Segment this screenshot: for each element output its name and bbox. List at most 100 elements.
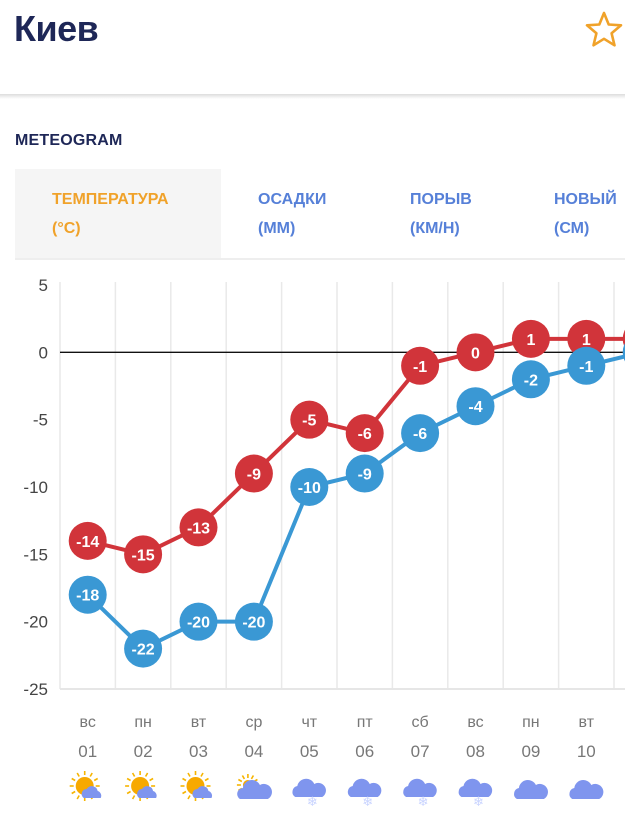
x-date-label: 02: [134, 742, 153, 761]
data-marker: [290, 400, 329, 439]
data-point-max: 1: [511, 319, 550, 358]
sun-ray: [237, 778, 243, 783]
data-point-max: -5: [290, 400, 329, 439]
tab-label: ТЕМПЕРАТУРА: [52, 191, 169, 208]
data-label: -9: [247, 467, 261, 484]
data-marker: [290, 468, 329, 506]
data-marker: [179, 508, 218, 547]
data-marker: [124, 535, 163, 574]
snowflake-glyph: ❄: [418, 794, 429, 809]
cloud-icon: [514, 780, 548, 799]
tab-label: ОСАДКИ: [258, 191, 327, 208]
data-point-min: -2: [511, 360, 550, 399]
tab-unit: (°C): [52, 220, 81, 237]
cloud-shape: [403, 778, 437, 797]
data-label: 1: [526, 332, 535, 349]
data-marker: [622, 343, 625, 362]
data-marker: [68, 575, 107, 614]
sun-ray: [71, 790, 76, 795]
tab-unit: (СМ): [554, 220, 590, 237]
sun-ray: [204, 777, 209, 782]
header-divider: [0, 94, 625, 99]
data-label: -20: [187, 615, 210, 632]
tab-new-snow[interactable]: НОВЫЙ (СМ): [517, 169, 625, 258]
x-weekday-label: вт: [579, 714, 595, 731]
data-point-min: -20: [179, 602, 218, 641]
data-marker: [345, 454, 384, 493]
sun-ray: [182, 777, 187, 782]
x-date-label: 04: [244, 742, 263, 761]
data-label: -10: [298, 480, 321, 497]
x-weekday-label: пн: [134, 714, 152, 731]
data-label: -2: [524, 372, 538, 389]
sun-ray: [71, 777, 76, 782]
data-marker: [511, 319, 550, 358]
data-marker: [401, 346, 440, 385]
sun-ray: [149, 777, 154, 782]
header: Киев: [0, 0, 625, 95]
sun-cloud-icon: [69, 771, 102, 801]
data-marker: [234, 454, 273, 493]
cloud-shape: [292, 778, 326, 797]
cloud-icon: [569, 780, 604, 799]
y-tick-label: -15: [23, 545, 48, 564]
sun-ray: [250, 775, 255, 780]
x-date-label: 03: [189, 742, 208, 761]
data-point-min: 0: [622, 343, 625, 362]
data-label: -4: [468, 399, 482, 416]
data-point-min: -9: [345, 454, 384, 493]
sun-ray: [187, 795, 191, 800]
y-tick-label: -20: [23, 613, 48, 632]
x-date-label: 05: [300, 742, 319, 761]
x-date-label: 07: [411, 742, 430, 761]
data-label: -18: [76, 588, 99, 605]
data-marker: [345, 414, 384, 453]
sun-ray: [131, 795, 136, 800]
tab-precipitation[interactable]: ОСАДКИ (ММ): [221, 169, 371, 258]
data-marker: [456, 333, 495, 372]
y-tick-label: 5: [39, 276, 48, 295]
snow-icon: ❄: [403, 778, 437, 809]
data-label: -9: [358, 467, 372, 484]
sun-ray: [144, 772, 149, 777]
data-marker: [401, 414, 440, 453]
sun-ray: [126, 777, 131, 782]
tab-label: НОВЫЙ: [554, 191, 617, 208]
tab-unit: (ММ): [258, 220, 296, 237]
sun-ray: [93, 777, 99, 782]
tab-unit: (КМ/Н): [410, 220, 460, 237]
data-label: -14: [76, 534, 99, 551]
x-weekday-label: вс: [467, 714, 483, 731]
partly-cloudy-icon: [236, 774, 272, 799]
star-outline-icon[interactable]: [584, 10, 624, 50]
data-marker: [124, 629, 163, 668]
section-title: METEOGRAM: [15, 132, 123, 149]
x-date-label: 06: [355, 742, 374, 761]
cloud-shape: [514, 780, 548, 799]
data-marker: [179, 602, 218, 641]
data-label: -1: [413, 359, 427, 376]
tab-wind-gust[interactable]: ПОРЫВ (КМ/Н): [373, 169, 515, 258]
data-marker: [456, 387, 495, 426]
data-marker: [234, 602, 273, 641]
data-point-min: -10: [290, 468, 329, 506]
sun-ray: [89, 772, 93, 777]
data-label: -6: [358, 426, 372, 443]
data-point-max: -9: [234, 454, 273, 493]
sun-ray: [76, 795, 80, 800]
metric-tabs: ТЕМПЕРАТУРА (°C) ОСАДКИ (ММ) ПОРЫВ (КМ/Н…: [15, 169, 625, 260]
x-date-label: 08: [466, 742, 485, 761]
sun-ray: [182, 790, 187, 795]
data-point-max: -1: [401, 346, 440, 385]
x-weekday-label: вс: [80, 714, 96, 731]
data-point-min: -22: [124, 629, 163, 668]
x-weekday-label: ср: [245, 714, 262, 731]
data-marker: [511, 360, 550, 399]
x-weekday-label: вт: [191, 714, 207, 731]
x-weekday-label: пт: [357, 714, 374, 731]
tab-temperature[interactable]: ТЕМПЕРАТУРА (°C): [15, 169, 221, 258]
x-weekday-label: пн: [522, 714, 540, 731]
cloud-shape: [137, 786, 157, 798]
data-label: -20: [242, 615, 265, 632]
cloud-shape: [347, 778, 382, 797]
